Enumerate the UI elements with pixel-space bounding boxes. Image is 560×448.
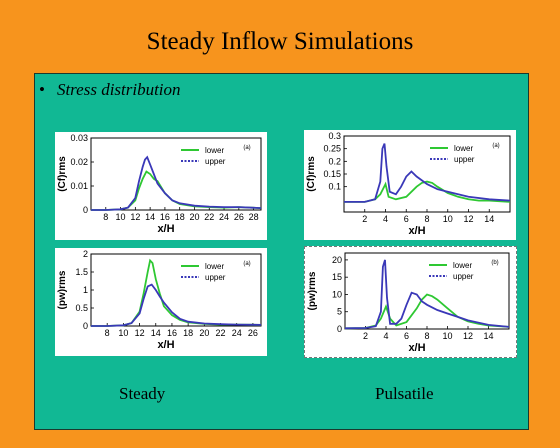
x-tick-label: 26 bbox=[234, 212, 244, 222]
x-tick-label: 12 bbox=[135, 328, 145, 338]
x-tick-label: 6 bbox=[404, 331, 409, 341]
y-tick-label: 0 bbox=[337, 324, 342, 334]
x-tick-label: 24 bbox=[219, 212, 229, 222]
x-tick-label: 4 bbox=[383, 331, 388, 341]
x-tick-label: 14 bbox=[484, 214, 494, 224]
chart-pulsatile-pw: 2 4 6 8 10 12 14 0 5 10 15 20 x/H (pw)rms (b) lower uppe… bbox=[304, 246, 517, 358]
x-tick-label: 4 bbox=[383, 214, 388, 224]
y-tick-label: 1 bbox=[83, 285, 88, 295]
x-tick-label: 16 bbox=[160, 212, 170, 222]
x-tick-label: 10 bbox=[442, 331, 452, 341]
y-tick-label: 2 bbox=[83, 249, 88, 259]
legend-label-upper: upper bbox=[205, 157, 226, 166]
series-line-upper bbox=[91, 155, 262, 211]
y-tick-label: 0.15 bbox=[323, 169, 341, 179]
y-tick-label: 0.3 bbox=[328, 131, 341, 141]
content-panel: • Stress distribution 8 10 12 14 16 18 20 22 24 26… bbox=[34, 73, 529, 430]
y-tick-label: 0 bbox=[83, 205, 88, 215]
x-tick-label: 12 bbox=[463, 331, 473, 341]
y-tick-label: 0 bbox=[83, 321, 88, 331]
slide-title: Steady Inflow Simulations bbox=[146, 28, 414, 55]
x-tick-label: 12 bbox=[130, 212, 140, 222]
x-tick-label: 28 bbox=[249, 212, 259, 222]
series-line-lower bbox=[91, 170, 262, 211]
x-tick-label: 2 bbox=[363, 331, 368, 341]
panel-tag: (a) bbox=[243, 261, 250, 267]
x-axis-label: x/H bbox=[157, 339, 174, 351]
y-tick-label: 15 bbox=[332, 272, 342, 282]
y-tick-label: 0.25 bbox=[323, 144, 341, 154]
bullet-item: • Stress distribution bbox=[39, 80, 181, 100]
series-line-lower bbox=[344, 180, 511, 203]
x-tick-label: 8 bbox=[105, 328, 110, 338]
x-axis-label: x/H bbox=[408, 225, 425, 237]
y-tick-label: 0.03 bbox=[70, 133, 88, 143]
y-tick-label: 0.2 bbox=[328, 156, 341, 166]
series-line-upper bbox=[344, 259, 510, 330]
panel-tag: (a) bbox=[492, 143, 499, 149]
plot-frame bbox=[344, 252, 510, 330]
chart-pulsatile-cf: 2 4 6 8 10 12 14 0.1 0.15 0.2 0.25 0.3 x/H (Cf)rms (a)… bbox=[304, 130, 516, 240]
x-tick-label: 20 bbox=[199, 328, 209, 338]
x-tick-label: 12 bbox=[463, 214, 473, 224]
y-tick-label: 0.01 bbox=[70, 181, 88, 191]
y-tick-label: 0.1 bbox=[328, 182, 341, 192]
legend-label-lower: lower bbox=[453, 261, 472, 270]
chart-steady-cf: 8 10 12 14 16 18 20 22 24 26 28 0 0.01 0.02 0.03 x/H (Cf… bbox=[55, 132, 267, 240]
x-tick-label: 14 bbox=[483, 331, 493, 341]
y-tick-label: 10 bbox=[332, 289, 342, 299]
x-tick-label: 10 bbox=[443, 214, 453, 224]
caption-pulsatile: Pulsatile bbox=[375, 384, 434, 403]
x-tick-label: 14 bbox=[151, 328, 161, 338]
x-tick-label: 10 bbox=[116, 212, 126, 222]
x-axis-label: x/H bbox=[408, 342, 425, 354]
y-tick-label: 5 bbox=[337, 307, 342, 317]
chart-steady-pw: 8 10 12 14 16 18 20 22 24 26 0 0.5 1 1.5 2 x/H (pw)rms (a… bbox=[55, 248, 267, 356]
x-tick-label: 18 bbox=[183, 328, 193, 338]
x-tick-label: 8 bbox=[103, 212, 108, 222]
y-tick-label: 1.5 bbox=[75, 267, 88, 277]
legend-label-upper: upper bbox=[205, 273, 226, 282]
legend-label-lower: lower bbox=[205, 262, 224, 271]
x-tick-label: 18 bbox=[175, 212, 185, 222]
x-tick-label: 6 bbox=[404, 214, 409, 224]
x-tick-label: 8 bbox=[424, 214, 429, 224]
bullet-dot: • bbox=[39, 80, 45, 99]
chart-pulsatile-cf-svg: 2 4 6 8 10 12 14 0.1 0.15 0.2 0.25 0.3 x/H (Cf)rms (a)… bbox=[306, 131, 511, 237]
x-tick-label: 14 bbox=[145, 212, 155, 222]
y-axis-label: (Cf)rms bbox=[306, 156, 317, 192]
bullet-text: Stress distribution bbox=[56, 80, 181, 99]
caption-steady: Steady bbox=[119, 384, 166, 403]
series-line-upper bbox=[91, 283, 262, 327]
legend-label-lower: lower bbox=[454, 144, 473, 153]
x-axis-label: x/H bbox=[157, 223, 174, 235]
x-tick-label: 2 bbox=[362, 214, 367, 224]
x-tick-label: 24 bbox=[232, 328, 242, 338]
y-tick-label: 0.5 bbox=[75, 303, 88, 313]
x-tick-label: 20 bbox=[189, 212, 199, 222]
plot-frame bbox=[90, 137, 262, 211]
y-axis-label: (Cf)rms bbox=[57, 156, 68, 192]
chart-pulsatile-pw-svg: 2 4 6 8 10 12 14 0 5 10 15 20 x/H (pw)rms (b) lower uppe… bbox=[307, 252, 510, 354]
x-tick-label: 22 bbox=[204, 212, 214, 222]
y-tick-label: 0.02 bbox=[70, 157, 88, 167]
x-tick-label: 16 bbox=[167, 328, 177, 338]
series-line-lower bbox=[344, 293, 510, 330]
panel-tag: (b) bbox=[491, 260, 498, 266]
chart-steady-pw-svg: 8 10 12 14 16 18 20 22 24 26 0 0.5 1 1.5 2 x/H (pw)rms (a… bbox=[57, 249, 262, 351]
legend-label-lower: lower bbox=[205, 146, 224, 155]
x-tick-label: 8 bbox=[424, 331, 429, 341]
legend-label-upper: upper bbox=[453, 272, 474, 281]
x-tick-label: 26 bbox=[248, 328, 258, 338]
series-line-upper bbox=[344, 143, 511, 203]
panel-tag: (a) bbox=[243, 145, 250, 151]
x-tick-label: 10 bbox=[118, 328, 128, 338]
legend-label-upper: upper bbox=[454, 155, 475, 164]
y-axis-label: (pw)rms bbox=[57, 270, 68, 309]
y-tick-label: 20 bbox=[332, 255, 342, 265]
chart-steady-cf-svg: 8 10 12 14 16 18 20 22 24 26 28 0 0.01 0.02 0.03 x/H (Cf… bbox=[57, 133, 262, 235]
x-tick-label: 22 bbox=[216, 328, 226, 338]
y-axis-label: (pw)rms bbox=[307, 271, 318, 310]
